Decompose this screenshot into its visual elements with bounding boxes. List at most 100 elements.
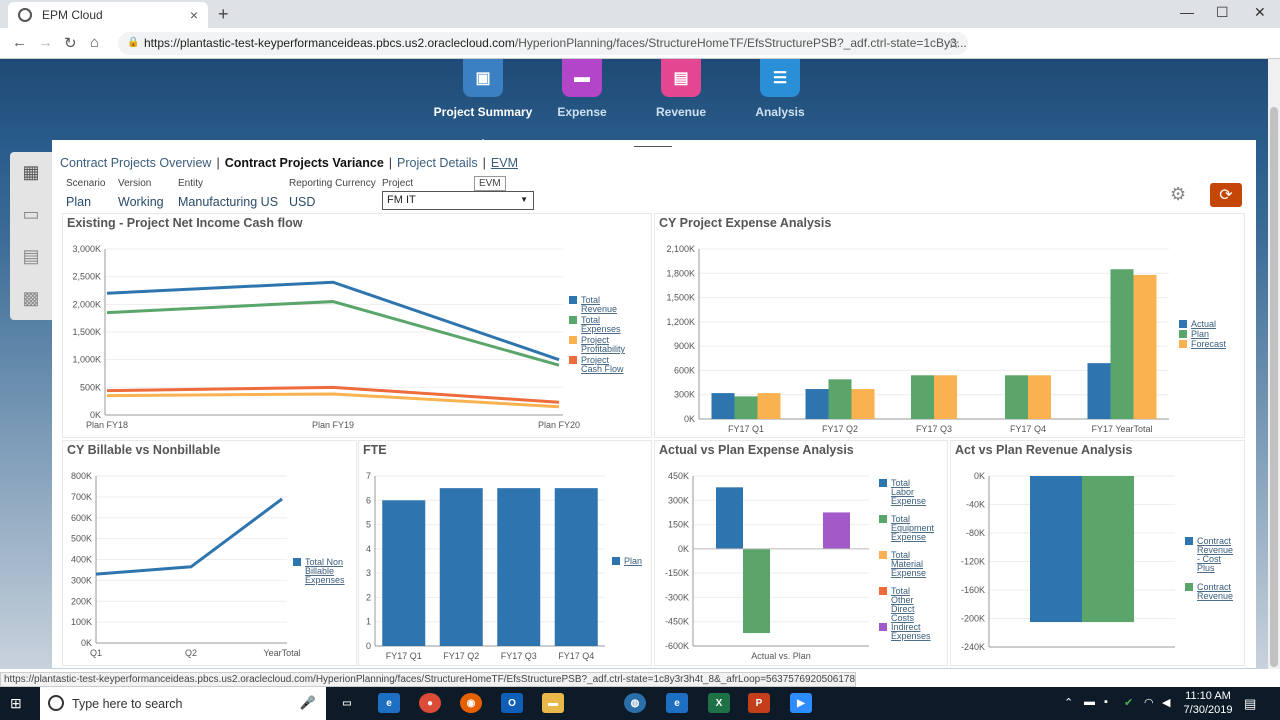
y-tick-label: -160K: [961, 585, 985, 595]
legend-label: Project: [581, 335, 610, 345]
bar: [1133, 274, 1157, 419]
legend-label: Revenue: [1197, 591, 1233, 601]
browser-tab[interactable]: EPM Cloud ×: [8, 2, 208, 28]
legend-swatch: [879, 551, 887, 559]
windows-start-icon[interactable]: ⊞: [10, 695, 22, 711]
x-tick-label: FY17 Q3: [916, 424, 952, 434]
refresh-button[interactable]: ⟳: [1210, 183, 1242, 207]
tooltip: EVM: [474, 176, 506, 191]
nav-tile-analysis[interactable]: ☰ Analysis: [725, 59, 835, 119]
y-tick-label: 1,500K: [72, 327, 101, 337]
x-tick-label: FY17 Q1: [386, 651, 422, 661]
ie-icon[interactable]: e: [666, 693, 688, 713]
breadcrumb-overview[interactable]: Contract Projects Overview: [60, 156, 212, 170]
pov-value[interactable]: Plan: [66, 195, 92, 209]
home-icon[interactable]: ⌂: [90, 34, 100, 51]
reload-icon[interactable]: ↻: [64, 35, 77, 52]
wifi-icon[interactable]: ◠: [1144, 697, 1154, 709]
url-input[interactable]: 🔒 https://plantastic-test-keyperformance…: [118, 32, 968, 55]
taskbar-search[interactable]: Type here to search 🎤: [40, 687, 326, 720]
volume-icon[interactable]: ◀: [1162, 697, 1171, 709]
tray-app-icon[interactable]: ▬: [1084, 696, 1095, 708]
bar: [934, 375, 957, 419]
legend-swatch: [1179, 320, 1187, 328]
close-tab-icon[interactable]: ×: [189, 7, 198, 23]
new-tab-icon[interactable]: +: [218, 4, 229, 24]
zoom-icon[interactable]: ▶: [790, 693, 812, 713]
bar: [1087, 363, 1111, 419]
bar: [1005, 375, 1028, 419]
tray-shield-icon[interactable]: ✔: [1124, 697, 1134, 709]
address-bar-row: ← → ↻ ⌂ 🔒 https://plantastic-test-keyper…: [0, 28, 1280, 77]
taskbar-clock[interactable]: 11:10 AM 7/30/2019: [1180, 689, 1236, 717]
outlook-icon[interactable]: O: [501, 693, 523, 713]
y-tick-label: -300K: [665, 592, 689, 602]
series-line: [95, 497, 283, 576]
expense-tab-icon[interactable]: ▭: [22, 203, 40, 224]
analysis-tab-icon[interactable]: ▩: [22, 287, 40, 308]
url-path: /HyperionPlanning/faces/StructureHomeTF/…: [514, 36, 967, 50]
legend-label: Total: [581, 315, 600, 325]
tray-chevron-icon[interactable]: ⌃: [1064, 697, 1074, 709]
y-tick-label: 0K: [974, 471, 985, 481]
y-tick-label: 600K: [71, 513, 92, 523]
edge-icon[interactable]: e: [378, 693, 400, 713]
bar: [911, 375, 934, 419]
globe-app-icon[interactable]: ◍: [624, 693, 646, 713]
x-tick-label: Plan FY20: [538, 420, 580, 430]
pov-label: Reporting Currency: [289, 178, 376, 189]
tray-app-icon[interactable]: ▪: [1104, 696, 1108, 708]
back-icon[interactable]: ←: [12, 34, 27, 51]
y-tick-label: -450K: [665, 617, 689, 627]
legend-label: Actual: [1191, 319, 1216, 329]
close-window-icon[interactable]: ✕: [1254, 4, 1266, 20]
pov-project: Project: [382, 178, 413, 189]
breadcrumb-variance[interactable]: Contract Projects Variance: [224, 156, 384, 170]
legend-label: Forecast: [1191, 339, 1227, 349]
powerpoint-icon[interactable]: P: [748, 693, 770, 713]
page-scrollbar[interactable]: [1268, 59, 1280, 669]
pov-value[interactable]: USD: [289, 195, 316, 209]
bar: [382, 500, 426, 646]
y-tick-label: 100K: [71, 617, 92, 627]
nav-tile-expense[interactable]: ▬ Expense: [527, 59, 637, 119]
legend-label: Direct: [891, 604, 915, 614]
wallet-icon: ▬: [562, 59, 602, 97]
chrome-icon[interactable]: ●: [419, 693, 441, 713]
nav-tile-project-summary[interactable]: ▣ Project Summary: [428, 59, 538, 147]
breadcrumb-project-details[interactable]: Project Details: [397, 156, 478, 170]
panel-handle[interactable]: [634, 146, 672, 147]
excel-icon[interactable]: X: [708, 693, 730, 713]
revenue-tab-icon[interactable]: ▤: [22, 245, 40, 266]
legend-swatch: [569, 316, 577, 324]
microphone-icon[interactable]: 🎤: [299, 695, 316, 710]
bar: [734, 396, 758, 419]
summary-tab-icon[interactable]: ▦: [22, 161, 40, 182]
task-view-icon[interactable]: ▭: [342, 697, 352, 709]
scrollbar-thumb[interactable]: [1270, 107, 1278, 667]
y-tick-label: 200K: [71, 596, 92, 606]
gear-icon[interactable]: ⚙: [1170, 184, 1187, 204]
file-explorer-icon[interactable]: ▬: [542, 693, 564, 713]
notifications-icon[interactable]: ▤: [1244, 696, 1257, 711]
pov-value[interactable]: Manufacturing US: [178, 195, 279, 209]
x-tick-label: FY17 YearTotal: [1091, 424, 1152, 434]
pov-value[interactable]: Working: [118, 195, 164, 209]
forward-icon[interactable]: →: [38, 34, 53, 51]
project-select[interactable]: FM IT ▼: [382, 191, 534, 210]
firefox-icon[interactable]: ◉: [460, 693, 482, 713]
pov-currency: Reporting Currency USD: [289, 178, 376, 209]
breadcrumb-evm[interactable]: EVM: [490, 156, 518, 170]
maximize-icon[interactable]: ☐: [1216, 4, 1229, 20]
bar: [497, 488, 541, 646]
legend-label: Total: [891, 586, 910, 596]
y-tick-label: 0K: [684, 414, 695, 424]
chart-card-net-income: Existing - Project Net Income Cash flow …: [62, 213, 652, 438]
minimize-icon[interactable]: —: [1180, 4, 1194, 20]
nav-tile-revenue[interactable]: ▤ Revenue: [626, 59, 736, 119]
bookmark-star-icon[interactable]: ☆: [947, 35, 960, 51]
monitor-icon: ▣: [463, 59, 503, 97]
y-tick-label: 1,200K: [666, 317, 695, 327]
y-tick-label: 500K: [71, 534, 92, 544]
nav-tile-label: Project Summary: [433, 105, 533, 119]
